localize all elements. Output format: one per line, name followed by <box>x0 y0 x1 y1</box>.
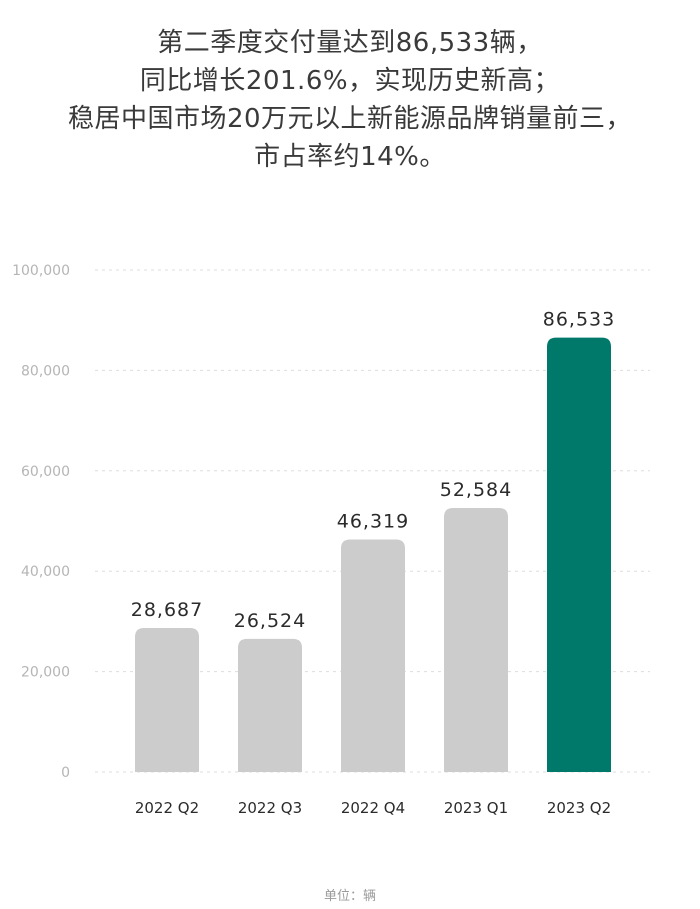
y-tick-label: 100,000 <box>12 263 70 279</box>
bar <box>341 539 405 772</box>
headline: 第二季度交付量达到86,533辆， 同比增长201.6%，实现历史新高； 稳居中… <box>0 24 700 176</box>
x-tick-label: 2022 Q3 <box>238 799 302 817</box>
headline-line: 市占率约14%。 <box>254 142 446 172</box>
bar-value-label: 86,533 <box>543 309 615 331</box>
headline-line: 同比增长201.6%，实现历史新高； <box>139 66 561 96</box>
bar <box>238 638 302 772</box>
y-tick-label: 60,000 <box>21 464 70 480</box>
y-tick-label: 80,000 <box>21 363 70 379</box>
x-tick-label: 2023 Q2 <box>547 799 611 817</box>
x-tick-label: 2023 Q1 <box>444 799 508 817</box>
y-tick-label: 0 <box>61 765 70 781</box>
y-tick-label: 20,000 <box>21 665 70 681</box>
unit-note: 单位：辆 <box>323 889 376 904</box>
x-tick-label: 2022 Q2 <box>135 799 199 817</box>
headline-line: 稳居中国市场20万元以上新能源品牌销量前三， <box>67 104 633 134</box>
bar-value-label: 28,687 <box>131 599 203 621</box>
bar-value-label: 46,319 <box>337 510 409 532</box>
bar <box>547 337 611 772</box>
bar <box>444 508 508 772</box>
x-tick-label: 2022 Q4 <box>341 799 405 817</box>
bar <box>135 627 199 772</box>
y-tick-label: 40,000 <box>21 564 70 580</box>
bar-value-label: 52,584 <box>440 479 512 501</box>
headline-line: 第二季度交付量达到86,533辆， <box>157 28 543 58</box>
bar-value-label: 26,524 <box>234 610 306 632</box>
